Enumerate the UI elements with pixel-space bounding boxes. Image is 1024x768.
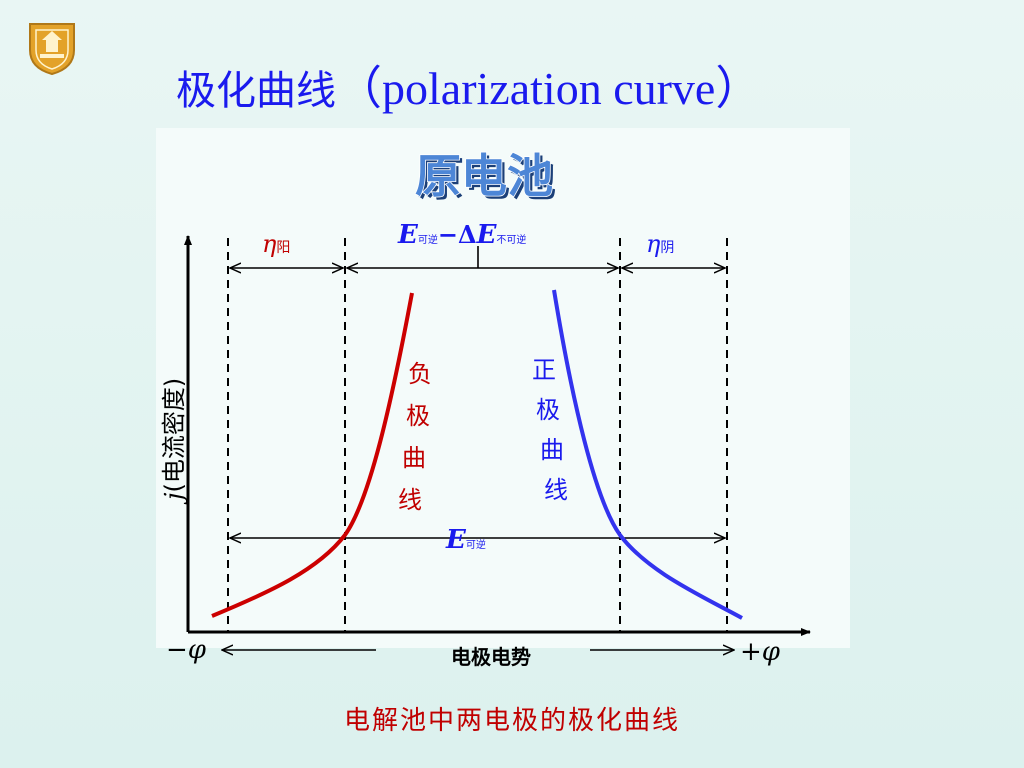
- negative-curve-char: 线: [398, 486, 422, 514]
- positive-curve-char: 线: [544, 476, 568, 504]
- negative-curve-label: 负 极 曲 线: [398, 360, 432, 514]
- subtitle-front: 原电池: [415, 149, 553, 203]
- negative-electrode-curve: [211, 292, 414, 618]
- eta-anode-label: η阳: [262, 230, 290, 258]
- negative-curve-char: 极: [406, 402, 430, 430]
- positive-curve-label: 正 极 曲 线: [532, 356, 568, 504]
- title-latin: （polarization curve）: [336, 63, 762, 114]
- figure-caption: 电解池中两电极的极化曲线: [343, 706, 680, 736]
- title-cjk: 极化曲线: [176, 68, 336, 114]
- eta-cathode-label: η阴: [646, 230, 674, 258]
- pos-phi-label: +φ: [740, 637, 781, 667]
- positive-curve-char: 极: [536, 396, 560, 424]
- negative-curve-char: 曲: [402, 444, 426, 472]
- page-title: 极化曲线（polarization curve）: [176, 66, 761, 112]
- positive-electrode-curve: [552, 289, 743, 620]
- e-difference-label: E可逆−ΔE不可逆: [397, 220, 526, 250]
- university-crest-icon: [29, 23, 75, 76]
- neg-phi-label: −φ: [166, 635, 207, 665]
- negative-curve-char: 负: [408, 360, 432, 388]
- positive-curve-char: 正: [532, 356, 556, 384]
- y-axis-label: j(电流密度): [160, 378, 188, 505]
- subtitle: 原电池: [418, 152, 556, 206]
- diagram-panel: [156, 128, 850, 648]
- x-axis-label: 电极电势: [451, 645, 531, 669]
- positive-curve-char: 曲: [540, 436, 564, 464]
- e-reversible-label: E可逆: [445, 525, 486, 555]
